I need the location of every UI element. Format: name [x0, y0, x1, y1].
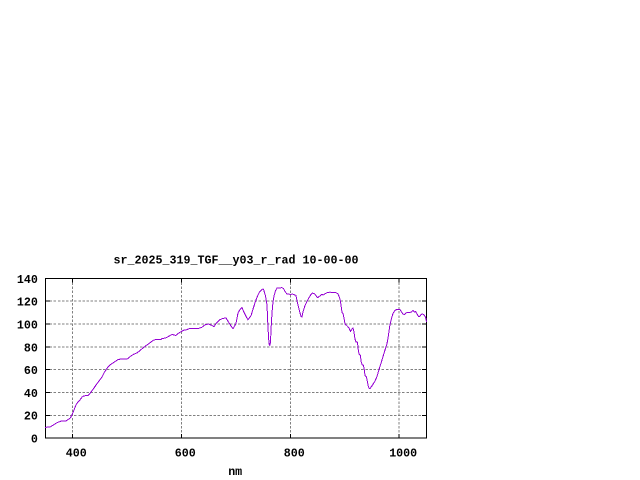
svg-text:60: 60 [24, 364, 38, 378]
svg-text:800: 800 [284, 446, 305, 460]
svg-text:sr_2025_319_TGF__y03_r_rad 10-: sr_2025_319_TGF__y03_r_rad 10-00-00 [114, 254, 359, 268]
svg-text:40: 40 [24, 387, 38, 401]
svg-text:nm: nm [228, 465, 242, 479]
svg-text:100: 100 [17, 318, 38, 332]
svg-text:1000: 1000 [389, 446, 417, 460]
svg-text:400: 400 [66, 446, 87, 460]
svg-text:600: 600 [175, 446, 196, 460]
svg-text:0: 0 [31, 433, 38, 447]
svg-text:120: 120 [17, 296, 38, 310]
svg-text:140: 140 [17, 273, 38, 287]
svg-text:80: 80 [24, 341, 38, 355]
svg-text:20: 20 [24, 410, 38, 424]
